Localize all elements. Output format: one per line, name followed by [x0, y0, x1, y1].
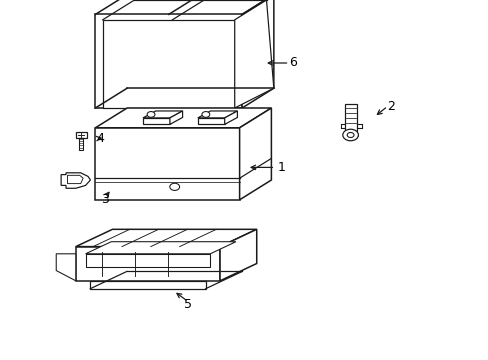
Polygon shape	[197, 118, 224, 124]
Polygon shape	[85, 242, 235, 254]
Polygon shape	[90, 281, 205, 289]
Polygon shape	[239, 108, 271, 200]
Polygon shape	[85, 254, 210, 267]
Polygon shape	[142, 111, 182, 118]
Polygon shape	[76, 247, 220, 281]
Polygon shape	[79, 138, 83, 150]
Circle shape	[202, 112, 209, 117]
Polygon shape	[67, 175, 83, 184]
Polygon shape	[95, 108, 271, 128]
Polygon shape	[76, 132, 86, 138]
Text: 1: 1	[277, 161, 285, 174]
Polygon shape	[242, 0, 273, 108]
Polygon shape	[102, 20, 234, 108]
Text: 4: 4	[96, 132, 104, 145]
Circle shape	[342, 129, 358, 141]
Text: 3: 3	[101, 193, 109, 206]
Polygon shape	[95, 14, 242, 108]
Polygon shape	[142, 118, 169, 124]
Polygon shape	[220, 229, 256, 281]
Circle shape	[346, 132, 353, 138]
Text: 5: 5	[184, 298, 192, 311]
Text: 6: 6	[289, 57, 297, 69]
Circle shape	[169, 183, 179, 190]
Polygon shape	[56, 254, 76, 281]
Polygon shape	[95, 128, 239, 200]
Polygon shape	[234, 0, 273, 108]
Polygon shape	[169, 111, 182, 124]
Polygon shape	[224, 111, 237, 124]
Polygon shape	[76, 229, 256, 247]
Text: 2: 2	[386, 100, 394, 113]
Polygon shape	[344, 104, 356, 131]
Polygon shape	[197, 111, 237, 118]
Circle shape	[147, 112, 155, 117]
Polygon shape	[61, 173, 90, 188]
